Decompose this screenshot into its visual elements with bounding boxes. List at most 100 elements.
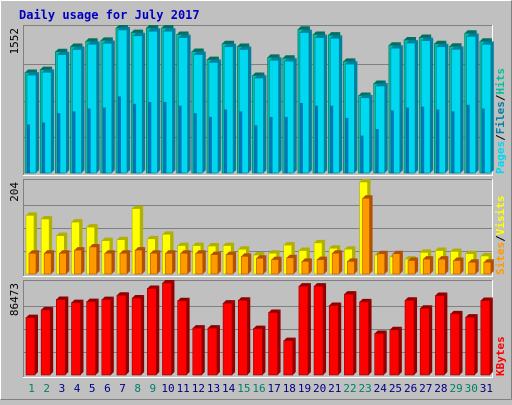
visits-bar-top [177,242,189,246]
kbytes-bar-side [323,283,327,375]
files-bar-side [490,41,494,173]
kbytes-bar-side [156,285,160,375]
sites-bar-side [81,247,85,274]
kbytes-bar [56,299,66,376]
visits-bar-top [420,249,432,253]
kbytes-bar-top [359,298,372,302]
visits-bar-top [435,247,447,251]
files-bar-top [57,51,70,55]
sites-bar [331,252,340,275]
scale-label-kbytes: 86473 [8,283,21,316]
sites-bar-side [445,256,449,274]
files-bar-side [233,43,237,173]
sites-bar-side [369,195,373,274]
kbytes-bar-top [374,330,387,334]
hits-bar-top [222,40,235,44]
sites-bar-top [317,256,328,260]
kbytes-bar-top [435,292,448,296]
files-bar-top [390,45,403,49]
legend-entry-sites: Sites [494,242,507,275]
sites-bar-top [271,256,282,260]
day-label: 22 [343,382,356,395]
kbytes-bar-side [489,297,493,375]
files-bar-top [224,43,237,47]
files-bar-top [254,75,267,79]
files-bar-side [445,43,449,173]
day-label: 7 [119,382,126,395]
kbytes-bar-top [223,300,236,304]
day-label: 3 [59,382,66,395]
sites-bar [316,259,325,275]
files-bar-top [451,46,464,50]
sites-bar-side [475,259,479,274]
sites-bar-top [483,259,494,263]
kbytes-bar-side [429,305,433,375]
pages-bar [360,135,364,173]
sites-bar-side [430,256,434,274]
kbytes-bar-side [110,296,114,375]
files-bar-top [330,35,343,39]
day-label: 15 [237,382,250,395]
day-label: 30 [465,382,478,395]
files-bar-top [42,69,55,73]
hits-bar-top [40,66,53,70]
files-bar-top [269,57,282,61]
files-bar-top [178,34,191,38]
files-bar-side [369,94,373,173]
panel-visits-sites: 204 Sites/Visits [8,179,507,277]
hits-bar-top [176,31,189,35]
files-bar-side [354,61,358,173]
day-label: 10 [161,382,174,395]
files-bar [329,37,340,174]
scale-label-hits-files-pages: 1552 [8,28,21,55]
files-bar [72,49,82,174]
files-bar-top [27,72,39,76]
hits-bar-top [434,40,447,44]
sites-bar-top [210,251,221,255]
sites-bar [453,260,461,275]
hits-bar-top [464,30,477,34]
kbytes-bar [389,329,400,376]
legend-separator: / [494,134,507,141]
day-label: 8 [134,382,141,395]
sites-bar [195,252,204,275]
kbytes-bar-side [368,298,372,375]
kbytes-bar-top [405,297,418,301]
files-bar-top [87,41,100,45]
files-bar-side [126,27,130,173]
kbytes-bar-side [383,330,387,375]
kbytes-bar-top [132,294,145,298]
kbytes-bar [344,293,354,376]
files-bar-side [157,28,161,173]
files-bar-top [315,34,328,38]
sites-bar-top [301,258,312,262]
sites-bar-top [241,253,252,257]
sites-bar-side [248,253,252,274]
legend-separator: / [494,94,507,101]
files-bar-top [421,37,434,41]
sites-bar [347,261,355,275]
pages-bar [466,104,470,173]
pages-bar [239,111,243,173]
files-bar-top [481,41,494,45]
sites-bar [165,252,173,275]
kbytes-bar-side [414,297,418,375]
kbytes-bar-top [192,325,205,329]
kbytes-bar-side [353,291,357,375]
sites-bar [104,252,113,275]
day-label: 23 [359,382,372,395]
kbytes-bar-side [186,297,190,375]
sites-bar [59,252,67,275]
sites-bar [483,261,492,275]
kbytes-bar [313,285,324,376]
kbytes-bar [116,294,127,376]
hits-bar-top [388,42,401,46]
hits-bar-top [479,38,492,42]
kbytes-bar-side [50,306,54,375]
sites-bar-top [453,257,464,261]
files-bar-top [239,46,252,50]
files-bar-top [345,61,358,65]
kbytes-bar-top [314,283,327,287]
visits-bar-top [147,235,159,239]
pages-bar [57,113,61,173]
